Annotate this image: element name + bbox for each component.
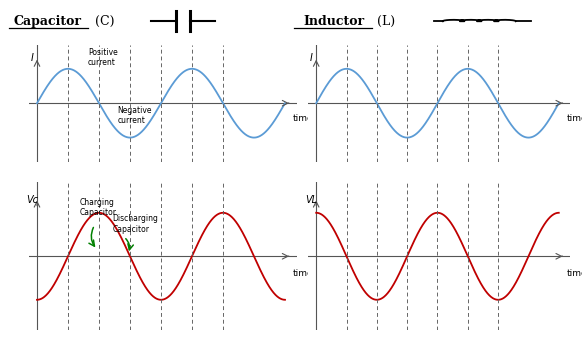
Text: Vc: Vc: [26, 195, 38, 205]
Text: Discharging
Capacitor: Discharging Capacitor: [113, 214, 158, 234]
Text: VL: VL: [306, 195, 317, 205]
Text: time: time: [566, 269, 582, 278]
Text: Negative
current: Negative current: [118, 106, 152, 125]
Text: Capacitor: Capacitor: [14, 15, 81, 28]
Text: time: time: [293, 114, 314, 122]
Text: Positive
current: Positive current: [88, 48, 118, 67]
Text: (L): (L): [377, 15, 395, 28]
Text: I: I: [31, 53, 34, 64]
Text: (C): (C): [95, 15, 115, 28]
Text: I: I: [310, 53, 313, 64]
Text: time: time: [566, 114, 582, 122]
Text: Inductor: Inductor: [303, 15, 364, 28]
Text: Charging
Capacitor: Charging Capacitor: [79, 198, 116, 217]
Text: time: time: [293, 269, 314, 278]
